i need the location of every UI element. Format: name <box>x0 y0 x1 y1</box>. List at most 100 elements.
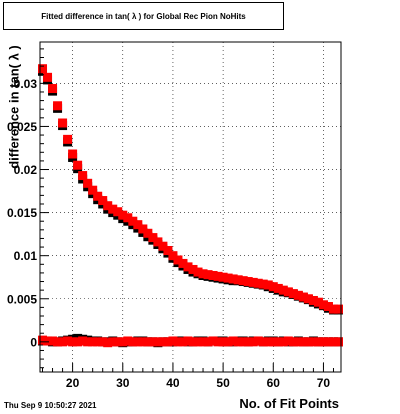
data-point <box>243 337 253 347</box>
data-point <box>218 272 228 282</box>
data-point <box>268 282 278 292</box>
data-point <box>63 134 73 144</box>
data-point <box>228 336 238 346</box>
data-point <box>333 337 343 347</box>
data-point <box>323 337 333 347</box>
data-point <box>83 337 93 347</box>
data-point <box>188 337 198 347</box>
data-point <box>163 246 173 256</box>
x-axis-label: No. of Fit Points <box>239 396 339 411</box>
data-point <box>143 337 153 347</box>
data-point <box>173 255 183 265</box>
data-point <box>48 336 58 346</box>
data-point <box>63 336 73 346</box>
data-point <box>118 210 128 220</box>
data-point <box>308 337 318 347</box>
data-point <box>198 337 208 347</box>
data-point <box>93 191 103 201</box>
data-point <box>168 336 178 346</box>
data-point <box>38 335 48 345</box>
y-tick-label: 0.01 <box>14 249 38 263</box>
data-point <box>208 270 218 280</box>
data-point <box>143 228 153 238</box>
data-point <box>298 337 308 347</box>
data-point <box>68 149 78 159</box>
data-point <box>288 337 298 347</box>
x-tick-label: 60 <box>267 376 281 390</box>
data-point <box>123 336 133 346</box>
data-point <box>133 337 143 347</box>
data-point <box>103 201 113 211</box>
data-point <box>178 337 188 347</box>
data-point <box>248 277 258 287</box>
data-point <box>223 337 233 347</box>
data-point <box>238 337 248 347</box>
data-point <box>198 269 208 279</box>
data-point <box>78 336 88 346</box>
data-point <box>183 336 193 346</box>
data-point <box>133 220 143 230</box>
data-point <box>53 337 63 347</box>
data-point <box>68 337 78 347</box>
data-point <box>253 336 263 346</box>
y-tick-label: 0.02 <box>14 163 38 177</box>
data-point <box>313 297 323 307</box>
data-point <box>293 337 303 347</box>
data-point <box>313 337 323 347</box>
y-tick-label: 0.03 <box>14 77 38 91</box>
data-point <box>98 337 108 347</box>
data-point <box>128 216 138 226</box>
data-point <box>108 204 118 214</box>
data-point <box>328 337 338 347</box>
data-point <box>113 337 123 347</box>
chart-title: Fitted difference in tan( λ ) for Global… <box>3 2 284 30</box>
data-point <box>223 273 233 283</box>
data-point <box>73 160 83 170</box>
data-point <box>88 185 98 195</box>
x-tick-label: 70 <box>317 376 331 390</box>
data-point <box>318 337 328 347</box>
data-point <box>248 337 258 347</box>
data-point <box>148 233 158 243</box>
y-tick-label: 0 <box>30 335 37 349</box>
data-point <box>298 292 308 302</box>
data-point <box>278 285 288 295</box>
data-point <box>78 171 88 181</box>
data-point <box>158 337 168 347</box>
x-tick-label: 20 <box>66 376 80 390</box>
data-point <box>278 337 288 347</box>
data-point <box>308 295 318 305</box>
data-point <box>53 101 63 111</box>
data-point <box>138 337 148 347</box>
y-tick-label: 0.005 <box>7 292 37 306</box>
data-point <box>123 213 133 223</box>
data-point <box>38 64 48 74</box>
data-point <box>118 337 128 347</box>
data-point <box>328 304 338 314</box>
data-point <box>168 251 178 261</box>
data-point <box>318 300 328 310</box>
data-point <box>183 262 193 272</box>
data-point <box>268 337 278 347</box>
data-point <box>203 337 213 347</box>
y-tick-label: 0.015 <box>7 206 37 220</box>
data-point <box>253 278 263 288</box>
timestamp: Thu Sep 9 10:50:27 2021 <box>4 401 97 410</box>
x-tick-label: 40 <box>166 376 180 390</box>
data-point <box>323 302 333 312</box>
data-point <box>173 337 183 347</box>
data-point <box>48 84 58 94</box>
data-point <box>58 118 68 128</box>
y-axis-label: difference in tan( λ ) <box>6 45 22 169</box>
axis-ticks: 20 30 40 50 60 70 0 0.005 0.01 0.015 0.02 0.025 0.03 <box>7 48 334 390</box>
data-point <box>258 279 268 289</box>
data-point <box>203 270 213 280</box>
data-point <box>103 338 113 348</box>
data-point <box>188 264 198 274</box>
data-point <box>153 337 163 347</box>
data-point <box>128 337 138 347</box>
data-point <box>73 337 83 347</box>
data-point <box>213 271 223 281</box>
data-point <box>148 337 158 347</box>
x-tick-label: 50 <box>216 376 230 390</box>
